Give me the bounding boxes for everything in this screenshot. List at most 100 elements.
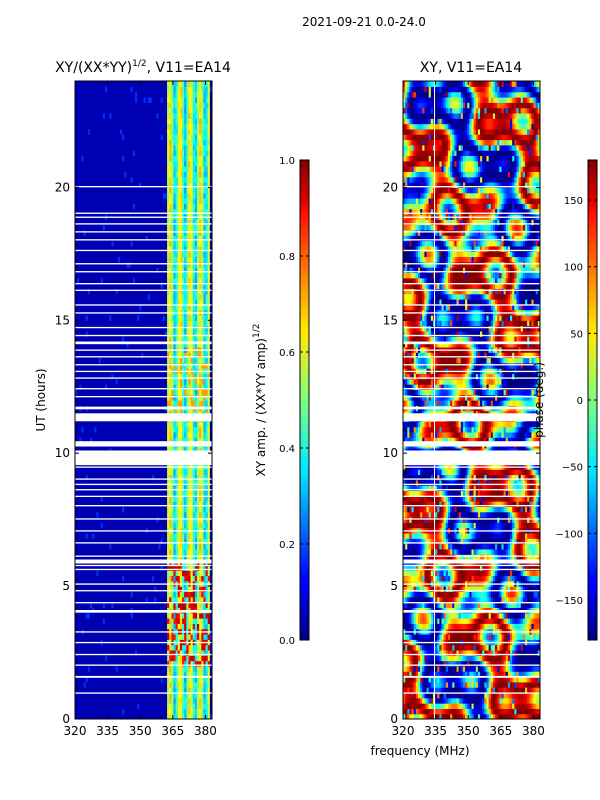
heatmap-cell: [192, 564, 196, 571]
heatmap-cell: [109, 570, 112, 577]
heatmap-cell: [149, 570, 153, 577]
heatmap-cell: [102, 697, 106, 704]
heatmap-cell: [160, 474, 164, 481]
heatmap-cell: [109, 485, 112, 491]
heatmap-cell: [160, 612, 164, 619]
heatmap-cell: [158, 352, 162, 359]
heatmap-cell: [179, 671, 183, 678]
heatmap-cell: [162, 389, 166, 396]
heatmap-cell: [130, 586, 134, 592]
heatmap-cell: [192, 548, 196, 555]
heatmap-cell: [167, 575, 170, 582]
heatmap-cell: [156, 586, 160, 592]
heatmap-cell: [128, 325, 132, 332]
heatmap-cell: [143, 495, 147, 502]
heatmap-cell: [130, 516, 134, 523]
heatmap-cell: [111, 554, 115, 561]
heatmap-cell: [83, 501, 87, 507]
heatmap-cell: [79, 617, 83, 624]
heatmap-cell: [94, 485, 98, 491]
heatmap-cell: [115, 655, 119, 662]
heatmap-cell: [104, 389, 108, 396]
heatmap-cell: [77, 320, 80, 327]
heatmap-cell: [209, 570, 212, 577]
heatmap-cell: [111, 591, 115, 598]
heatmap-cell: [154, 660, 157, 667]
heatmap-cell: [119, 320, 123, 327]
heatmap-cell: [188, 511, 192, 518]
heatmap-cell: [83, 681, 87, 688]
heatmap-cell: [201, 474, 205, 481]
heatmap-cell: [98, 389, 102, 396]
heatmap-cell: [102, 394, 106, 401]
heatmap-cell: [134, 426, 138, 433]
heatmap-cell: [162, 543, 166, 550]
heatmap-cell: [104, 671, 108, 678]
heatmap-cell: [149, 469, 153, 476]
heatmap-cell: [77, 490, 80, 497]
heatmap-cell: [94, 543, 98, 550]
heatmap-cell: [160, 400, 164, 406]
heatmap-cell: [79, 394, 83, 401]
heatmap-cell: [205, 511, 209, 518]
heatmap-cell: [137, 304, 140, 311]
heatmap-cell: [132, 564, 136, 571]
heatmap-cell: [209, 538, 212, 545]
heatmap-cell: [207, 325, 211, 332]
heatmap-cell: [160, 623, 164, 630]
heatmap-cell: [126, 479, 130, 486]
heatmap-cell: [160, 655, 164, 662]
heatmap-cell: [184, 575, 187, 582]
heatmap-cell: [201, 692, 205, 699]
heatmap-cell: [113, 570, 117, 577]
heatmap-cell: [126, 532, 130, 539]
heatmap-cell: [92, 378, 95, 385]
heatmap-cell: [92, 623, 95, 630]
heatmap-cell: [188, 633, 192, 640]
heatmap-cell: [156, 687, 160, 694]
heatmap-cell: [81, 538, 85, 545]
heatmap-cell: [98, 320, 102, 327]
heatmap-cell: [115, 586, 119, 592]
heatmap-cell: [119, 649, 123, 656]
heatmap-cell: [128, 708, 132, 715]
heatmap-cell: [164, 570, 168, 577]
heatmap-cell: [83, 495, 87, 502]
heatmap-cell: [171, 516, 175, 523]
heatmap-cell: [207, 362, 211, 369]
heatmap-cell: [209, 532, 212, 539]
heatmap-cell: [130, 325, 134, 332]
heatmap-cell: [184, 591, 187, 598]
heatmap-cell: [117, 570, 121, 577]
heatmap-cell: [149, 591, 153, 598]
heatmap-cell: [100, 676, 104, 683]
heatmap-cell: [190, 612, 194, 619]
heatmap-cell: [194, 357, 198, 364]
heatmap-cell: [113, 623, 117, 630]
heatmap-cell: [122, 357, 125, 364]
heatmap-cell: [130, 697, 134, 704]
heatmap-cell: [107, 671, 110, 678]
heatmap-cell: [169, 697, 172, 704]
heatmap-cell: [205, 708, 209, 715]
heatmap-cell: [147, 708, 151, 715]
heatmap-cell: [188, 485, 192, 491]
heatmap-cell: [175, 633, 179, 640]
heatmap-cell: [117, 511, 121, 518]
heatmap-cell: [119, 532, 123, 539]
heatmap-cell: [192, 692, 196, 699]
heatmap-cell: [201, 490, 205, 497]
heatmap-cell: [107, 554, 110, 561]
heatmap-cell: [194, 570, 198, 577]
heatmap-cell: [184, 548, 187, 555]
heatmap-cell: [162, 362, 166, 369]
heatmap-cell: [167, 516, 170, 523]
heatmap-cell: [169, 304, 172, 311]
heatmap-cell: [92, 474, 95, 481]
heatmap-cell: [175, 538, 179, 545]
heatmap-cell: [102, 538, 106, 545]
heatmap-cell: [186, 426, 190, 433]
heatmap-cell: [190, 516, 194, 523]
heatmap-cell: [154, 384, 157, 390]
